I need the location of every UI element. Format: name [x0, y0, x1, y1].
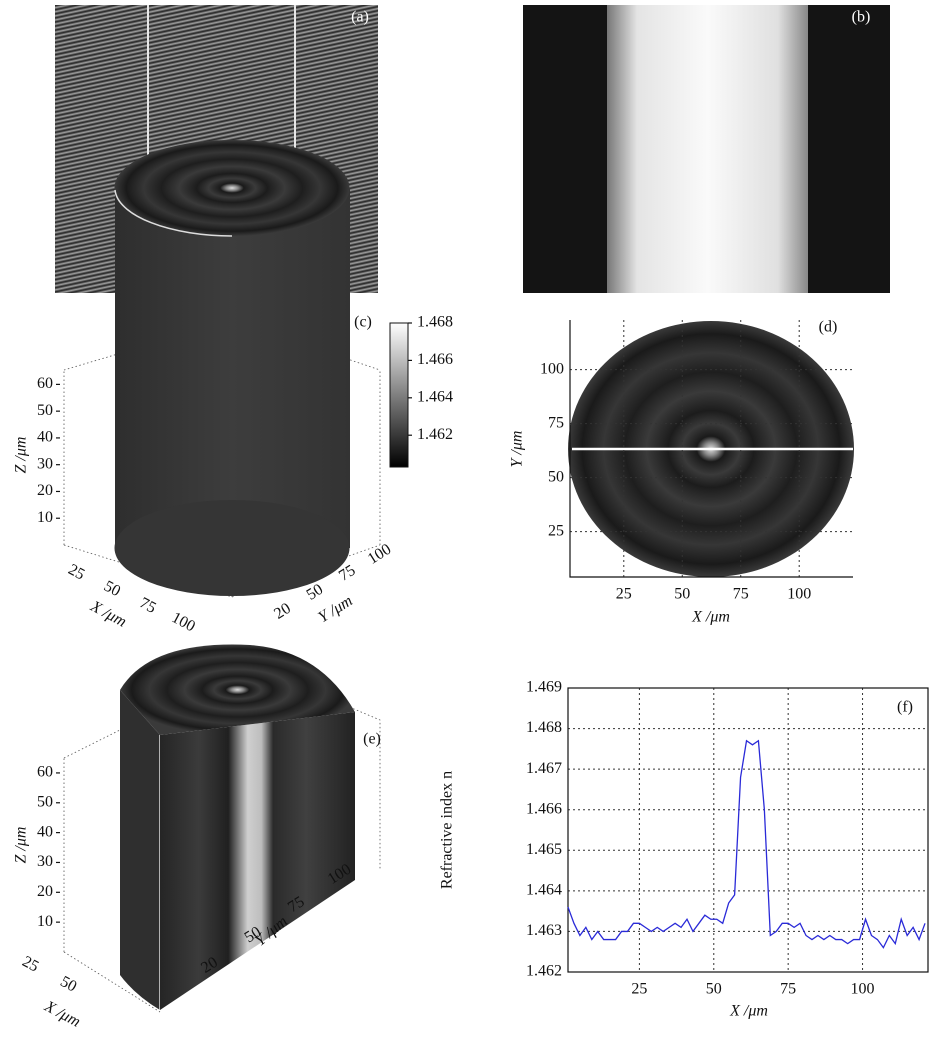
colorbar-tick-label: 1.462 [417, 426, 453, 443]
y-axis-label: Y /μm [509, 431, 526, 468]
x-tick-label: 75 [780, 981, 796, 998]
y-tick-label: 75 [285, 893, 308, 916]
x-tick-label: 100 [169, 609, 198, 635]
y-tick-label: 1.467 [526, 760, 562, 777]
y-axis-label: Refractive index n [439, 771, 456, 889]
z-tick-label: 50 [37, 402, 53, 419]
x-tick-label: 75 [733, 586, 749, 603]
y-tick-label: 50 [548, 468, 564, 485]
axis [569, 320, 853, 578]
z-tick-label: 10 [37, 913, 53, 930]
y-tick-label: 50 [304, 581, 327, 604]
z-tick-label: 40 [37, 429, 53, 446]
y-tick-label: 100 [540, 360, 564, 377]
x-tick-label: 50 [101, 578, 123, 601]
cylinder-body [115, 188, 350, 548]
x-axis-label: X /μm [41, 997, 83, 1030]
colorbar [389, 322, 409, 468]
z-tick-label: 30 [37, 853, 53, 870]
y-tick-label: 1.463 [526, 922, 562, 939]
panel-f: (f) Refractive index n X /μm [439, 699, 913, 1020]
y-tick-label: 25 [548, 522, 564, 539]
y-tick-label: 1.462 [526, 963, 562, 980]
x-axis-label: X /μm [87, 597, 129, 630]
z-tick-label: 60 [37, 764, 53, 781]
y-tick-label: 75 [548, 414, 564, 431]
y-tick-label: 1.469 [526, 679, 562, 696]
cylinder-bottom [114, 500, 350, 596]
z-tick-label: 50 [37, 793, 53, 810]
y-tick-label: 1.465 [526, 841, 562, 858]
fiber-phase [607, 5, 808, 293]
panel-c: (c) Z /μm X /μm Y /μm [13, 140, 409, 631]
x-tick-label: 50 [674, 586, 690, 603]
colorbar-tick-label: 1.464 [417, 388, 453, 405]
z-axis-label: Z /μm [13, 827, 30, 864]
x-tick-label: 25 [19, 953, 41, 976]
top-face [120, 644, 355, 735]
x-tick-label: 25 [616, 586, 632, 603]
panel-label: (a) [351, 9, 369, 26]
panel-label: (b) [852, 9, 871, 26]
curved-face [120, 690, 160, 1010]
cut-face [160, 712, 355, 1010]
box-edge [63, 664, 381, 1013]
plot-frame [567, 687, 929, 973]
y-tick-label: 1.466 [526, 800, 562, 817]
x-axis-label: X /μm [729, 1003, 768, 1020]
y-tick-label: 20 [198, 954, 221, 977]
panel-b: (b) [523, 5, 890, 293]
z-axis-label: Z /μm [13, 437, 30, 474]
colorbar-tick-label: 1.468 [417, 314, 453, 331]
panel-label: (e) [363, 731, 381, 748]
data-line [567, 739, 926, 949]
y-tick-label: 20 [271, 600, 294, 623]
panel-e: (e) Z /μm X /μm Y /μm [13, 644, 381, 1031]
x-axis-label: X /μm [691, 609, 730, 626]
y-tick-label: 75 [336, 562, 359, 585]
x-tick-label: 100 [787, 586, 811, 603]
x-tick-label: 100 [851, 981, 875, 998]
z-tick-label: 10 [37, 509, 53, 526]
x-tick-label: 25 [631, 981, 647, 998]
rim [114, 189, 233, 237]
panel-d: (d) Y /μm X /μm [509, 319, 854, 626]
z-tick-label: 20 [37, 883, 53, 900]
z-tick-label: 30 [37, 455, 53, 472]
y-tick-label: 50 [242, 924, 265, 947]
y-tick-label: 100 [365, 541, 394, 568]
panel-label: (d) [819, 319, 838, 336]
panel-label: (f) [897, 699, 913, 716]
x-tick-label: 25 [65, 561, 87, 584]
cylinder-top [114, 140, 350, 236]
z-tick-label: 60 [37, 375, 53, 392]
y-tick-label: 1.468 [526, 719, 562, 736]
x-tick-label: 75 [137, 594, 159, 617]
y-tick-label: 1.464 [526, 882, 562, 899]
colorbar-tick-label: 1.466 [417, 351, 453, 368]
x-tick-label: 50 [706, 981, 722, 998]
z-tick-label: 20 [37, 482, 53, 499]
x-tick-label: 50 [57, 973, 79, 996]
panel-label: (c) [354, 314, 372, 331]
z-tick-label: 40 [37, 823, 53, 840]
